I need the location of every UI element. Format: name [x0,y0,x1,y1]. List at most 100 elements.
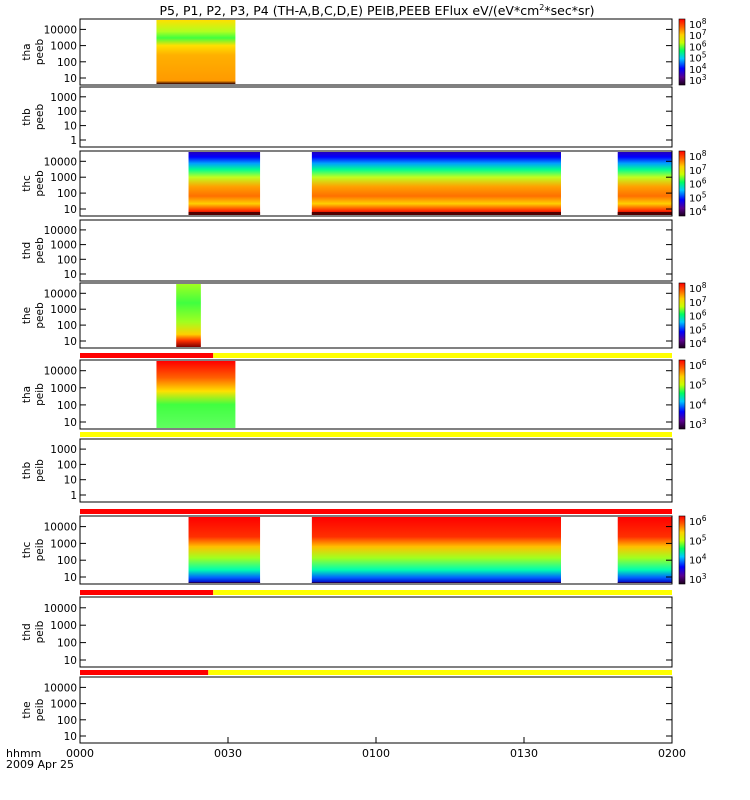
ytick-label: 10000 [44,24,77,36]
ytick-label: 100 [57,254,77,266]
colorbar-label: 104 [689,397,707,411]
colorbar-tha-peib: 103 104 105 106 [678,358,707,431]
colorbar-label: 105 [689,322,707,336]
ytick-label: 1 [70,135,77,147]
ytick-label: 10000 [44,288,77,300]
ytick-label: 1000 [50,41,77,53]
colorbar-label: 106 [689,358,707,372]
ytick-label: 1000 [50,538,77,550]
ytick-label: 10000 [44,156,77,168]
mode-bar-red [80,353,214,358]
colorbar-label: 105 [689,378,707,392]
ytick-label: 10 [64,73,77,85]
mode-bar-above-7 [80,509,672,514]
ylabel-product: peib [34,698,46,721]
ytick-label: 1 [70,490,77,502]
mode-bar-yellow [213,353,672,358]
colorbar-label: 105 [689,51,707,65]
ytick-label: 1000 [50,444,77,456]
colorbar-label: 105 [689,533,707,547]
ylabel-probe: thd [21,623,33,640]
ylabel-probe: tha [21,43,33,60]
colorbar-label: 106 [689,514,707,528]
colorbar-scale [678,515,686,585]
mode-bar-above-9 [80,670,672,675]
ylabel-probe: thb [21,461,33,479]
ytick-label: 10 [64,417,77,429]
ylabel-probe: thb [21,108,33,126]
ylabel-product: peeb [34,170,46,197]
ytick-label: 100 [57,188,77,200]
ylabel-product: peib [34,459,46,482]
panel-thb-peeb: 1 10 100 1000 thb peeb [21,86,673,148]
colorbar-scale [678,18,686,86]
ylabel-probe: thc [21,542,33,559]
ytick-label: 10 [64,572,77,584]
panel-thd-peeb: 10 100 1000 10000 thd peeb [21,219,673,282]
ytick-label: 1000 [50,383,77,395]
mode-bar-yellow [80,432,672,437]
panel-the-peib: 10 100 1000 10000 the peib [21,676,673,744]
xtick-label: 0000 [66,747,94,760]
data-edge-peib-0 [188,582,261,583]
colorbar-label: 105 [689,190,707,204]
ytick-label: 10 [64,204,77,216]
colorbar-thc-peib: 103 104 105 106 [678,514,707,586]
xtick-label: 0200 [658,747,686,760]
ytick-label: 100 [57,320,77,332]
ytick-label: 10000 [44,522,77,534]
ytick-label: 100 [57,106,77,118]
ylabel-product: peib [34,538,46,561]
xaxis-label: hhmm [6,747,41,760]
panel-thc-peib: 10 100 1000 10000 thc peib 103 104 105 106 [21,514,707,586]
colorbar-label: 107 [689,295,707,309]
panel-thd-peib: 10 100 1000 10000 thd peib [21,596,673,668]
ytick-label: 100 [57,638,77,650]
colorbar-scale [678,282,686,349]
ytick-label: 10 [64,269,77,281]
ylabel-product: peeb [34,302,46,329]
ylabel-probe: the [21,701,33,718]
colorbar-label: 104 [689,553,707,567]
colorbar-label: 104 [689,204,707,218]
ytick-label: 100 [57,459,77,471]
panel-tha-peib: 10 100 1000 10000 tha peib 103 104 105 106 [21,358,707,431]
ytick-label: 1000 [50,304,77,316]
colorbar-label: 108 [689,149,707,163]
ylabel-product: peib [34,620,46,643]
panel-frame-the-peeb [79,282,673,349]
ytick-label: 100 [57,57,77,69]
panel-frame-thc-peib [79,515,673,585]
ylabel-product: peib [34,383,46,406]
ytick-label: 10000 [44,366,77,378]
ylabel-probe: tha [21,386,33,403]
colorbar-label: 106 [689,177,707,191]
data-edge-peib-1 [311,582,561,583]
ytick-label: 10 [64,655,77,667]
colorbar-scale [678,150,686,217]
colorbar-label: 108 [689,17,707,31]
panel-frame-thb-peeb [79,86,673,148]
ytick-label: 1000 [50,240,77,252]
ytick-label: 100 [57,400,77,412]
colorbar-label: 103 [689,73,707,87]
mode-bar-yellow [208,670,672,675]
ylabel-probe: thc [21,175,33,192]
mode-bar-above-8 [80,590,672,595]
ytick-label: 10000 [44,603,77,615]
figure-title: P5, P1, P2, P3, P4 (TH-A,B,C,D,E) PEIB,P… [160,3,595,18]
panel-frame-thb-peib [79,438,673,503]
panel-frame-tha-peib [79,359,673,430]
colorbar-label: 107 [689,163,707,177]
panel-frame-tha-peeb [79,18,673,86]
mode-bar-yellow [213,590,672,595]
ytick-label: 10 [64,731,77,743]
data-block-thc-peeb-0 [188,152,261,215]
data-edge-peeb-0 [188,212,261,215]
panel-thb-peib: 1 10 100 1000 thb peib [21,438,673,503]
colorbar-label: 103 [689,417,707,431]
